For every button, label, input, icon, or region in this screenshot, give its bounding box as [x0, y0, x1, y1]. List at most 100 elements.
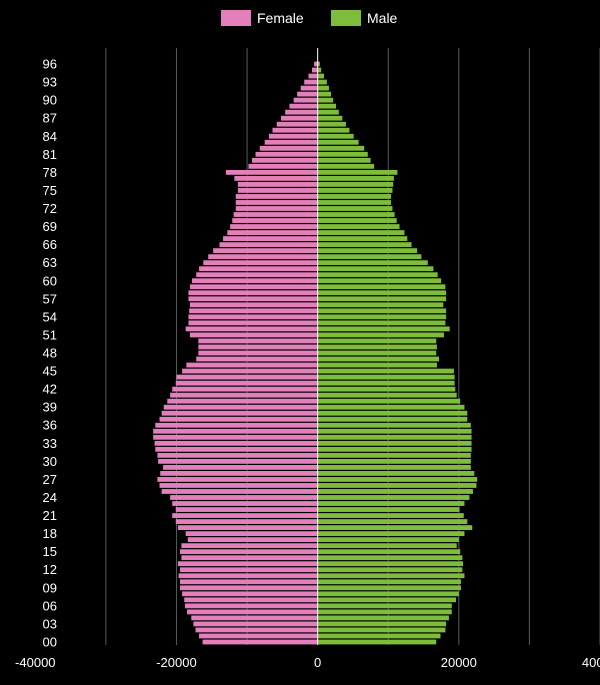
female-bar-age-84: [268, 133, 318, 139]
female-bar-age-13: [177, 561, 318, 567]
male-bar-age-49: [317, 344, 437, 350]
female-bar-age-81: [255, 151, 318, 157]
female-bar-age-70: [232, 218, 318, 223]
male-bar-age-11: [317, 573, 465, 579]
female-bar-age-60: [192, 278, 318, 284]
y-tick-label: 00: [43, 634, 57, 649]
female-bar-age-25: [161, 489, 318, 494]
female-bar-age-71: [233, 212, 318, 217]
legend-label-female[interactable]: Female: [257, 10, 304, 26]
male-bar-age-50: [317, 338, 437, 344]
legend-swatch-male[interactable]: [331, 10, 361, 26]
y-tick-label: 48: [43, 346, 57, 361]
female-bar-age-59: [189, 284, 318, 290]
female-bar-age-79: [248, 163, 318, 169]
y-tick-label: 90: [43, 93, 57, 108]
female-bar-age-15: [180, 549, 318, 555]
male-bar-age-0: [317, 639, 437, 645]
y-tick-label: 33: [43, 436, 57, 451]
y-tick-label: 09: [43, 580, 57, 595]
y-tick-label: 39: [43, 400, 57, 415]
male-bar-age-13: [317, 561, 464, 567]
female-bar-age-41: [170, 392, 318, 398]
male-bar-age-64: [317, 254, 422, 260]
male-bar-age-14: [317, 555, 463, 561]
female-bar-age-28: [160, 471, 318, 476]
male-bar-age-51: [317, 332, 444, 338]
y-tick-label: 06: [43, 598, 57, 613]
female-bar-age-75: [237, 188, 318, 193]
female-bar-age-47: [196, 356, 318, 362]
male-bar-age-82: [317, 145, 365, 151]
y-axis-ticks: 96 93 90 87 84 81 78 75 72 69 66 63 60 57 54 51 48 45 42 39…: [43, 57, 57, 650]
male-bar-age-53: [317, 320, 446, 326]
male-bar-age-94: [317, 73, 324, 79]
female-bar-age-57: [188, 296, 318, 302]
male-bar-age-83: [317, 139, 359, 145]
male-bar-age-59: [317, 284, 446, 290]
male-bar-age-48: [317, 350, 437, 356]
y-tick-label: 78: [43, 165, 57, 180]
female-bar-age-23: [172, 501, 318, 506]
female-bar-age-65: [213, 248, 318, 254]
y-tick-label: 30: [43, 454, 57, 469]
female-bar-age-49: [198, 344, 318, 350]
x-axis-ticks: -40000 -20000 0 20000 40000: [15, 655, 600, 670]
female-bar-age-82: [259, 145, 318, 151]
male-bar-age-44: [317, 374, 455, 380]
female-bar-age-86: [276, 121, 318, 127]
female-bar-age-69: [230, 224, 318, 229]
male-bar-age-95: [317, 67, 322, 73]
male-bar-age-7: [317, 597, 456, 603]
female-bar-age-39: [163, 404, 318, 410]
male-bar-age-28: [317, 471, 475, 476]
female-bar-age-53: [188, 320, 318, 326]
y-tick-label: 18: [43, 526, 57, 541]
bars: [153, 61, 478, 645]
male-bar-age-61: [317, 272, 438, 278]
male-bar-age-70: [317, 218, 397, 223]
y-tick-label: 87: [43, 111, 57, 126]
y-tick-label: 21: [43, 508, 57, 523]
female-bar-age-29: [163, 464, 318, 470]
male-bar-age-84: [317, 133, 354, 139]
legend-label-male[interactable]: Male: [367, 10, 398, 26]
female-bar-age-92: [300, 85, 318, 91]
y-tick-label: 63: [43, 255, 57, 270]
male-bar-age-67: [317, 236, 408, 242]
female-bar-age-93: [304, 79, 318, 85]
male-bar-age-5: [317, 609, 452, 615]
male-bar-age-77: [317, 175, 394, 181]
y-tick-label: 93: [43, 75, 57, 90]
male-bar-age-55: [317, 308, 447, 314]
female-bar-age-2: [195, 627, 318, 633]
male-bar-age-46: [317, 362, 437, 368]
female-bar-age-21: [172, 513, 318, 518]
male-bar-age-73: [317, 200, 392, 205]
female-bar-age-83: [264, 139, 318, 145]
male-bar-age-23: [317, 501, 465, 506]
female-bar-age-22: [175, 507, 318, 512]
legend-swatch-female[interactable]: [221, 10, 251, 26]
female-bar-age-96: [314, 61, 318, 67]
male-bar-age-86: [317, 121, 346, 127]
female-bar-age-74: [235, 194, 318, 199]
male-bar-age-15: [317, 549, 461, 555]
male-bar-age-38: [317, 410, 468, 416]
male-bar-age-57: [317, 296, 447, 302]
male-bar-age-29: [317, 464, 471, 470]
male-bar-age-60: [317, 278, 442, 284]
male-bar-age-36: [317, 422, 471, 428]
male-bar-age-42: [317, 386, 456, 392]
male-bar-age-87: [317, 115, 343, 121]
female-bar-age-61: [196, 272, 318, 278]
y-tick-label: 84: [43, 129, 57, 144]
female-bar-age-34: [153, 434, 318, 440]
male-bar-age-16: [317, 543, 457, 549]
male-bar-age-37: [317, 416, 468, 422]
y-tick-label: 36: [43, 418, 57, 433]
female-bar-age-72: [235, 206, 318, 211]
female-bar-age-76: [237, 182, 318, 187]
female-bar-age-42: [172, 386, 318, 392]
